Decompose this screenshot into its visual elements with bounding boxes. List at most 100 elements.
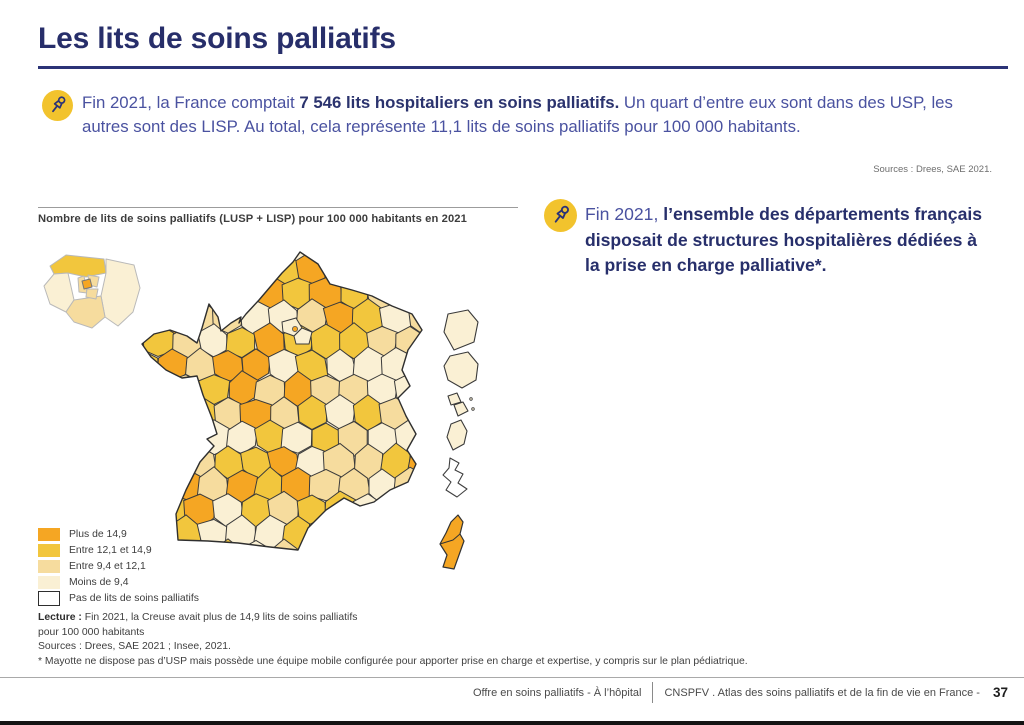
department-cell [142,398,161,431]
department-cell [254,252,287,263]
department-cell [354,539,382,550]
department-cell [212,538,243,550]
overseas-no-beds [442,457,468,498]
department-cell [169,278,202,314]
department-cell [309,252,341,264]
department-cell [142,278,175,310]
footer-section-label: Offre en soins palliatifs - À l’hôpital [472,686,642,699]
department-cell [378,254,413,290]
department-cell [225,252,258,263]
department-cell [197,252,231,264]
footer-rule [0,677,1024,678]
department-cell [211,254,244,291]
legend-swatch-orange [38,527,60,541]
department-cell [408,254,422,288]
department-cell [142,420,174,457]
legend-row: Entre 9,4 et 12,1 [38,558,199,574]
department-cell [324,538,358,550]
figure-notes: Lecture : Fin 2021, la Creuse avait plus… [38,611,983,669]
intro-paragraph: Fin 2021, la France comptait 7 546 lits … [82,91,968,138]
footer-divider [652,682,654,703]
intro-text-bold: 7 546 lits hospitaliers en soins palliat… [299,93,620,112]
department-cell [142,468,147,506]
highlight-regular: Fin 2021, [585,204,664,224]
department-cell [339,516,370,550]
department-cell [169,420,204,454]
map-title: Nombre de lits de soins palliatifs (LUSP… [38,213,467,225]
overseas-1 [443,309,479,351]
department-cell [365,518,399,550]
legend-row: Plus de 14,9 [38,526,199,542]
legend-swatch-cream [38,575,60,589]
department-cell [184,252,218,289]
department-cell [394,252,422,265]
footer-document-label: CNSPFV . Atlas des soins palliatifs et d… [664,686,980,699]
figure-top-rule [38,207,518,208]
department-cell [224,514,257,550]
window-bottom-edge [0,721,1024,725]
intro-text-regular: Fin 2021, la France comptait [82,93,300,112]
map-legend: Plus de 14,9 Entre 12,1 et 14,9 Entre 9,… [38,526,199,606]
lecture-text: Fin 2021, la Creuse avait plus de 14,9 l… [81,612,358,623]
intro-source: Sources : Drees, SAE 2021. [873,164,992,175]
department-cell [168,374,200,407]
department-cell [142,446,161,482]
legend-swatch-tan [38,559,60,573]
department-cell [409,396,422,431]
overseas-3a [447,392,462,406]
department-cell [199,274,230,310]
legend-label: Pas de lits de soins palliatifs [69,592,199,604]
footer: Offre en soins palliatifs - À l’hôpital … [473,682,1008,703]
department-cell [156,252,189,288]
legend-label: Moins de 9,4 [69,576,129,588]
overseas-2 [443,351,479,389]
department-cell [142,466,176,506]
department-cell [142,322,145,360]
department-cell [142,252,175,264]
idf-seine-et-marne [100,258,141,327]
overseas-4 [446,419,468,451]
department-cell [378,541,414,550]
department-cell [381,492,412,530]
idf-essonne [65,295,106,329]
legend-swatch-white [38,590,60,606]
department-cell [338,252,370,267]
highlight-paragraph: Fin 2021, l’ensemble des départements fr… [585,202,987,279]
department-cell [395,274,422,310]
department-cell [409,492,422,530]
department-cell [156,442,190,479]
legend-row: Moins de 9,4 [38,574,199,590]
legend-swatch-yellow [38,543,60,557]
lecture-line: Lecture : Fin 2021, la Creuse avait plus… [38,611,983,626]
department-cell [142,374,146,410]
department-cell [171,252,202,262]
map-sources: Sources : Drees, SAE 2021 ; Insee, 2021. [38,641,231,653]
legend-label: Plus de 14,9 [69,528,127,540]
intro-text-regular-2: Un quart d’entre eux sont dans des USP, … [82,93,953,136]
pushpin-icon [544,199,577,232]
idf-inset [43,254,141,329]
legend-row: Entre 12,1 et 14,9 [38,542,199,558]
department-cell [156,395,188,430]
legend-label: Entre 9,4 et 12,1 [69,560,146,572]
title-rule [38,66,1008,69]
overseas-islet-1 [469,397,473,401]
lecture-label: Lecture : [38,612,82,623]
department-cell [239,252,271,290]
france-choropleth-map [43,251,479,570]
department-cell [423,278,455,310]
idf-paris [81,278,93,290]
legend-label: Entre 12,1 et 14,9 [69,544,152,556]
overseas-territories [442,309,479,498]
legend-row: Pas de lits de soins palliatifs [38,590,199,606]
lecture-line-2: pour 100 000 habitants [38,626,145,638]
highlight-bold: l’ensemble des départements français dis… [585,204,983,276]
paris-dot [291,326,298,333]
department-cell [420,252,422,265]
paris-area-detail [281,317,313,345]
idf-val-de-marne [85,288,99,300]
department-cell [406,348,422,384]
department-cell [407,538,422,550]
mainland-outline [141,251,423,551]
